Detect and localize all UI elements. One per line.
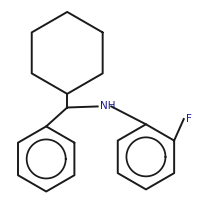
Text: NH: NH: [100, 101, 115, 111]
Text: F: F: [186, 114, 192, 124]
